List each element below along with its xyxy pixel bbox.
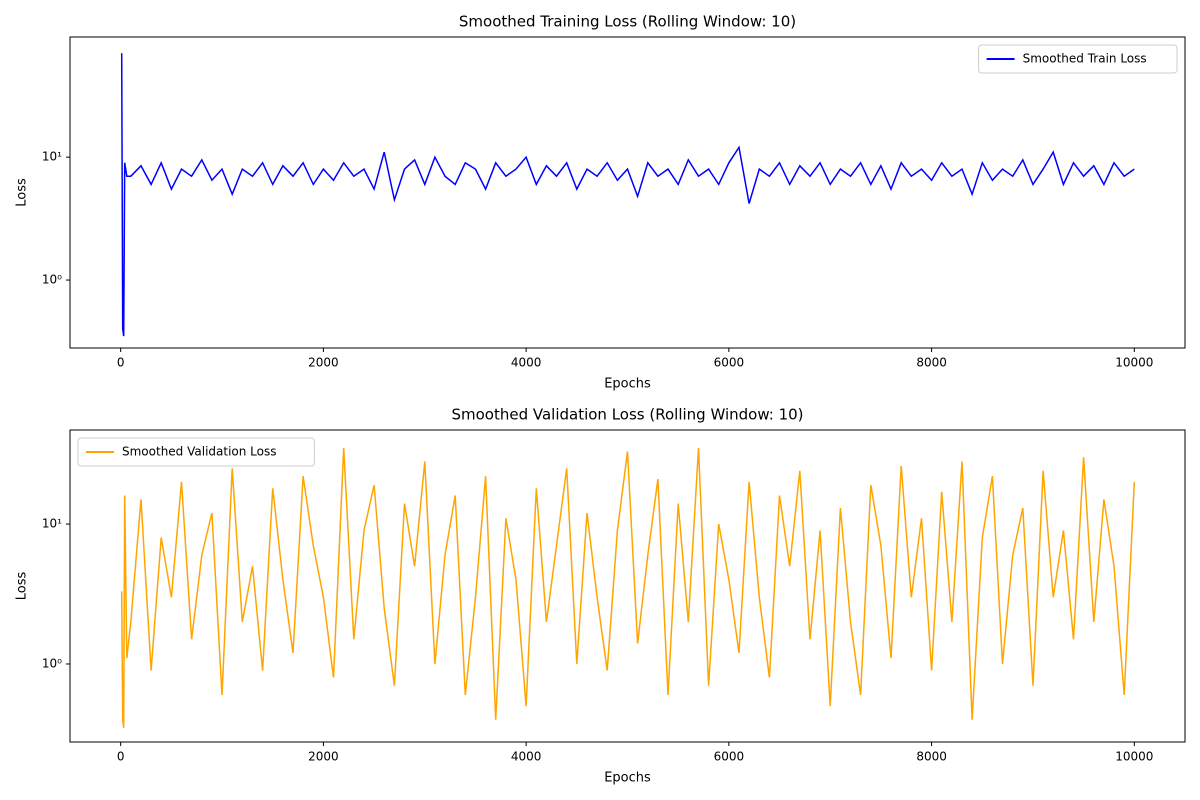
x-tick-label: 6000 — [714, 356, 745, 370]
axes-frame — [69, 429, 1186, 743]
axes-frame — [69, 36, 1186, 349]
chart-title: Smoothed Training Loss (Rolling Window: … — [459, 13, 796, 31]
x-tick-label: 0 — [117, 356, 125, 370]
data-line — [120, 447, 1136, 728]
y-tick-label: 10¹ — [42, 517, 62, 531]
x-tick-label: 8000 — [916, 356, 947, 370]
y-tick-label: 10⁰ — [42, 273, 62, 287]
y-tick-label: 10¹ — [42, 150, 62, 164]
x-tick-label: 2000 — [308, 750, 339, 764]
legend-label: Smoothed Train Loss — [1023, 52, 1147, 66]
legend-box — [77, 437, 315, 467]
x-axis-label: Epochs — [604, 377, 651, 392]
x-tick-label: 8000 — [916, 750, 947, 764]
chart-title: Smoothed Validation Loss (Rolling Window… — [451, 406, 803, 424]
y-axis-label: Loss — [15, 178, 30, 207]
legend-label: Smoothed Validation Loss — [122, 445, 277, 459]
legend: Smoothed Validation Loss — [77, 437, 315, 467]
y-axis-label: Loss — [15, 572, 30, 601]
x-tick-label: 0 — [117, 750, 125, 764]
x-tick-label: 10000 — [1115, 750, 1153, 764]
x-tick-label: 4000 — [511, 356, 542, 370]
x-axis-label: Epochs — [604, 771, 651, 786]
x-tick-label: 4000 — [511, 750, 542, 764]
x-tick-label: 2000 — [308, 356, 339, 370]
x-tick-label: 10000 — [1115, 356, 1153, 370]
data-line — [120, 53, 1135, 337]
y-tick-label: 10⁰ — [42, 656, 62, 670]
legend-box — [978, 44, 1178, 74]
legend: Smoothed Train Loss — [978, 44, 1178, 74]
x-tick-label: 6000 — [714, 750, 745, 764]
